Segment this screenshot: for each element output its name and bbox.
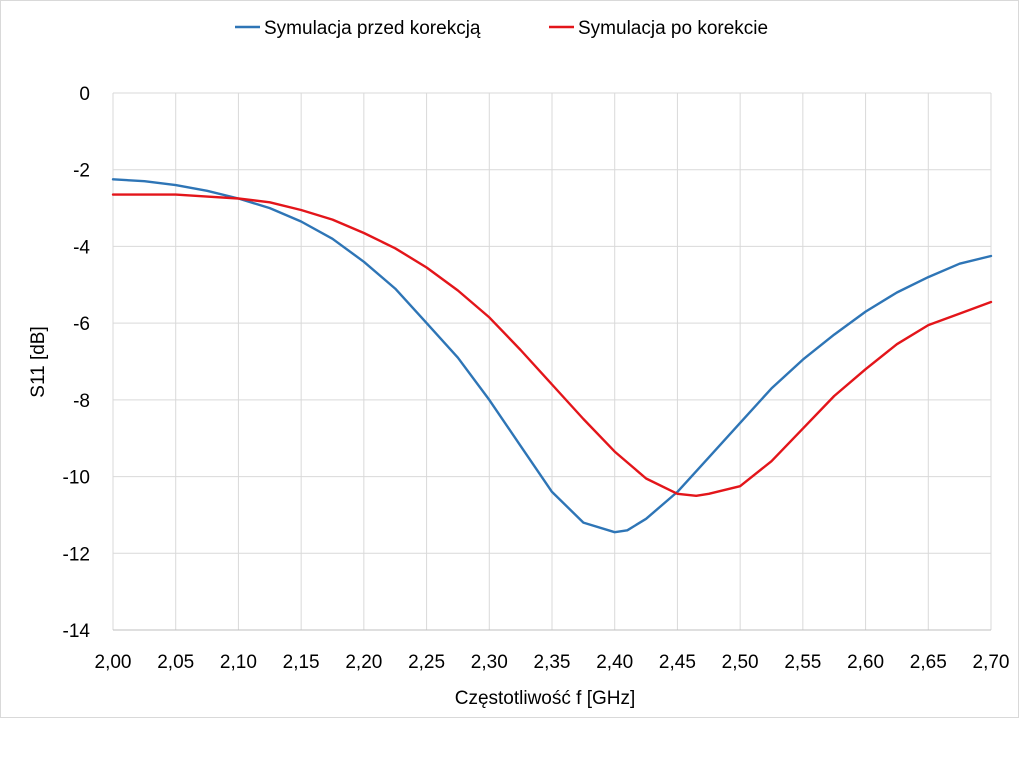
chart-area [0, 0, 1019, 718]
x-tick-label: 2,45 [659, 652, 696, 673]
series-line-0 [111, 178, 993, 534]
x-tick-label: 2,30 [471, 652, 508, 673]
legend-label-przed: Symulacja przed korekcją [264, 18, 481, 39]
series-line-1 [111, 193, 993, 497]
y-tick-label: -8 [73, 391, 90, 412]
y-axis-title: S11 [dB] [28, 326, 49, 397]
x-tick-label: 2,35 [534, 652, 571, 673]
legend: Symulacja przed korekcją Symulacja po ko… [235, 18, 768, 39]
x-tick-label: 2,20 [345, 652, 382, 673]
y-tick-labels: 0 -2 -4 -6 -8 -10 -12 -14 [63, 84, 91, 642]
x-tick-label: 2,15 [283, 652, 320, 673]
x-tick-label: 2,05 [157, 652, 194, 673]
x-tick-label: 2,55 [784, 652, 821, 673]
series-lines [111, 178, 993, 534]
x-tick-label: 2,40 [596, 652, 633, 673]
x-tick-label: 2,00 [95, 652, 132, 673]
y-tick-label: -2 [73, 161, 90, 182]
y-tick-label: -12 [63, 544, 90, 565]
y-tick-label: -14 [63, 621, 91, 642]
y-tick-label: -10 [63, 468, 90, 489]
y-tick-label: 0 [79, 84, 90, 105]
x-axis-title: Częstotliwość f [GHz] [455, 688, 636, 709]
y-tick-label: -6 [73, 314, 90, 335]
x-tick-label: 2,50 [722, 652, 759, 673]
y-tick-label: -4 [73, 237, 90, 258]
gridlines [112, 92, 992, 631]
x-tick-label: 2,25 [408, 652, 445, 673]
x-tick-label: 2,70 [973, 652, 1010, 673]
legend-label-po: Symulacja po korekcie [578, 18, 768, 39]
x-tick-labels: 2,00 2,05 2,10 2,15 2,20 2,25 2,30 2,35 2,40 2,45… [95, 652, 1010, 673]
x-tick-label: 2,10 [220, 652, 257, 673]
x-tick-label: 2,60 [847, 652, 884, 673]
x-tick-label: 2,65 [910, 652, 947, 673]
